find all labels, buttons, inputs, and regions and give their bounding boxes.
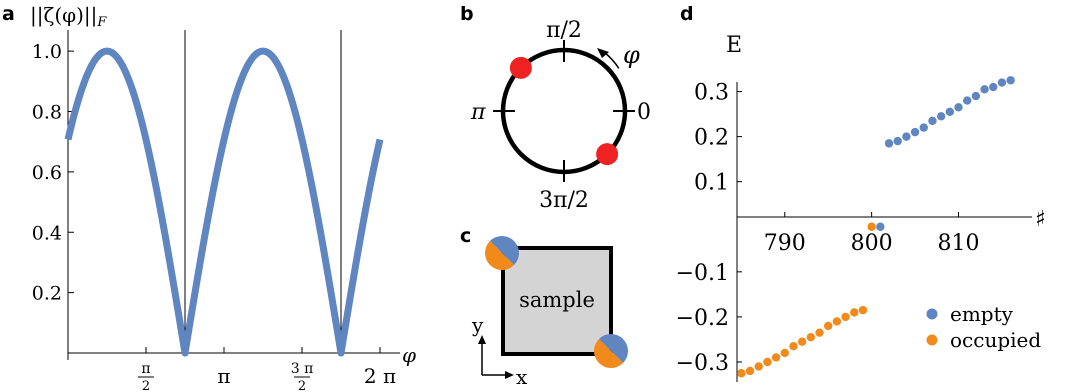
chart-a-ticks: 0.2 0.4 0.6 0.8 1.0 π 2 π 3 π 2 2 π [32, 41, 396, 392]
chart-d-point-empty [884, 139, 894, 148]
chart-d-point-occupied [850, 308, 859, 317]
chart-a-title-main: ||ζ(φ)|| [30, 3, 97, 28]
phi-arrowhead [597, 48, 609, 58]
chart-a-x-tick-label-top: 3 π [291, 361, 314, 377]
chart-a-y-tick-label: 0.2 [32, 283, 62, 305]
chart-d-points [737, 76, 1015, 378]
chart-d-point-occupied [754, 362, 763, 371]
chart-d-point-occupied [771, 353, 781, 362]
chart-a-title-sub: F [96, 15, 107, 30]
panel-label-b: b [460, 3, 474, 25]
chart-a-x-tick-label-top: π [141, 361, 150, 377]
chart-d-point-empty [962, 96, 972, 105]
phase-dot [509, 56, 532, 79]
panel-label-d: d [680, 3, 694, 25]
x-arrowhead [505, 371, 514, 379]
chart-d-y-tick-label: −0.3 [676, 351, 729, 376]
chart-d-point-empty [910, 127, 920, 137]
label-three-pi-half: 3π/2 [539, 188, 589, 213]
chart-d-point-occupied [824, 321, 833, 331]
chart-d-point-occupied [832, 317, 842, 326]
chart-d-point-empty [893, 136, 902, 146]
corner-state-blue [489, 236, 519, 266]
chart-d-point-empty [919, 123, 928, 132]
panel-label-a: a [2, 3, 15, 25]
corner-state-orange [594, 338, 624, 369]
chart-d-point-occupied [737, 369, 746, 378]
panel-b: b π/2 3π/2 π 0 φ [460, 3, 651, 213]
corner-states [485, 236, 628, 369]
chart-a-y-tick-label: 1.0 [32, 41, 62, 63]
label-pi: π [470, 100, 486, 125]
legend-marker-empty [926, 308, 938, 320]
chart-a-x-tick-label-bottom: 2 [298, 379, 306, 392]
chart-d-x-tick-label: 790 [764, 231, 806, 256]
sample-square [501, 246, 613, 356]
panel-d: d E ♯ 0.3 0.2 0.1 −0.1 −0.2 −0.3 790 800 810 emp… [676, 3, 1046, 382]
chart-d-point-empty [980, 85, 989, 94]
chart-d-point-occupied [789, 341, 798, 351]
chart-a-x-tick-label: 2 π [364, 364, 396, 388]
panel-c: c sample y x [460, 225, 628, 389]
chart-a-x-tick-label: π [217, 364, 230, 388]
chart-d-point-occupied [841, 312, 850, 322]
chart-d-point-occupied [815, 328, 824, 337]
chart-d-x-tick-label: 800 [851, 231, 893, 256]
chart-d-point-empty [954, 103, 963, 112]
x-axis-label: x [516, 365, 528, 389]
chart-d-point-empty [902, 132, 911, 141]
phase-dot [596, 143, 619, 166]
chart-d-y-tick-label: 0.2 [694, 126, 729, 151]
legend-label-empty: empty [950, 302, 1014, 326]
chart-d-point-occupied [858, 305, 868, 315]
chart-d-point-empty [928, 116, 937, 126]
chart-a-y-tick-label: 0.4 [32, 222, 62, 244]
chart-d-point-empty [989, 82, 998, 92]
chart-d-point-occupied [780, 348, 789, 358]
chart-d-ylabel: E [726, 33, 742, 58]
corner-state-orange [485, 240, 515, 270]
chart-d-point-occupied [745, 366, 755, 376]
chart-d-point-empty [936, 112, 946, 121]
chart-d-point-occupied [806, 332, 816, 342]
legend-marker-occupied [926, 334, 938, 346]
chart-d-ticks: 0.3 0.2 0.1 −0.1 −0.2 −0.3 790 800 810 [676, 81, 980, 376]
label-phi: φ [623, 41, 640, 69]
panel-label-c: c [460, 225, 471, 247]
phase-dots [509, 56, 619, 166]
y-arrowhead [478, 335, 486, 344]
chart-d-xlabel: ♯ [1035, 207, 1046, 232]
chart-d-x-tick-label: 810 [938, 231, 980, 256]
chart-a-y-tick-label: 0.8 [32, 102, 62, 124]
chart-d-point-empty [1006, 76, 1015, 85]
phi-arrow-arc [601, 61, 613, 74]
panel-a: a ||ζ(φ)||F 0.2 0.4 0.6 0.8 1.0 π 2 π 3 π 2 2 π φ [2, 3, 416, 392]
chart-d-y-tick-label: 0.1 [694, 171, 729, 196]
sample-label: sample [519, 288, 595, 312]
label-zero: 0 [637, 100, 651, 125]
chart-d-point-empty [876, 222, 885, 231]
chart-a-title: ||ζ(φ)||F [30, 3, 107, 30]
y-axis-label: y [471, 313, 484, 337]
legend-label-occupied: occupied [950, 328, 1041, 352]
chart-a-vertical-lines [184, 30, 342, 353]
chart-a-x-tick-label-bottom: 2 [142, 379, 150, 392]
chart-d-y-tick-label: −0.2 [676, 306, 729, 331]
chart-a-xlabel: φ [402, 343, 416, 367]
chart-d-point-occupied [797, 337, 807, 346]
chart-d-point-occupied [763, 357, 772, 367]
chart-a-y-tick-label: 0.6 [32, 162, 62, 184]
chart-d-point-empty [945, 107, 955, 117]
chart-d-y-tick-label: 0.3 [694, 81, 729, 106]
chart-d-point-occupied [867, 222, 876, 231]
corner-state-blue [598, 334, 628, 364]
chart-d-point-empty [971, 91, 981, 101]
chart-a-series-line [64, 47, 384, 357]
chart-d-y-tick-label: −0.1 [676, 261, 729, 286]
label-pi-half: π/2 [546, 18, 582, 43]
chart-d-point-empty [997, 78, 1007, 87]
